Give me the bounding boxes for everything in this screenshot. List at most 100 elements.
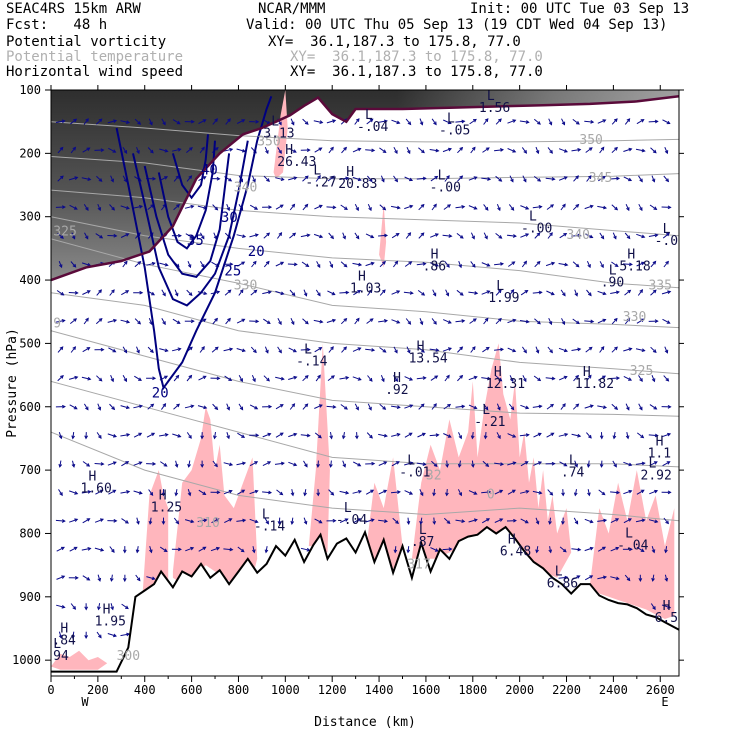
- y-tick-label-1: 200: [19, 146, 41, 160]
- extremum-type-14: H: [358, 270, 366, 285]
- theta-label-5: 345: [589, 171, 612, 186]
- extremum-34: H.84: [52, 621, 76, 648]
- extremum-value-17: .92: [385, 383, 408, 398]
- wind-speed-label-25-0: 25: [224, 264, 241, 280]
- extremum-type-6: L: [313, 163, 321, 178]
- extremum-value-20: -.21: [474, 415, 505, 430]
- extremum-value-22: 2.92: [641, 469, 672, 484]
- wind-speed-label-40-0: 40: [201, 162, 218, 178]
- theta-contour-315: [51, 380, 679, 468]
- extremum-type-36: L: [53, 637, 61, 652]
- y-axis-title: Pressure (hPa): [5, 328, 20, 438]
- field-name-pv: Potential vorticity: [6, 34, 167, 50]
- extremum-32: L6.86: [547, 564, 578, 591]
- cloud-region-1: [172, 406, 258, 585]
- extremum-17: H.92: [385, 371, 408, 398]
- extremum-type-18: H: [494, 365, 502, 380]
- extremum-type-27: L: [407, 453, 415, 468]
- y-tick-label-3: 400: [19, 273, 41, 287]
- extremum-value-12: .86: [423, 260, 446, 275]
- extremum-16: H13.54: [409, 339, 448, 366]
- x-tick-label-12: 2400: [599, 683, 628, 697]
- x-tick-label-5: 1000: [271, 683, 300, 697]
- theta-contour-350: [51, 121, 679, 143]
- theta-contour-320: [51, 330, 679, 417]
- extremum-30: L-.04: [617, 526, 648, 553]
- extremum-type-35: H: [663, 599, 671, 614]
- extremum-type-26: L: [344, 501, 352, 516]
- extremum-10: H5.18: [619, 248, 650, 275]
- field-xy-wind: XY= 36.1,187.3 to 175.8, 77.0: [290, 64, 543, 80]
- wind-speed-label-20-0: 20: [152, 385, 169, 401]
- extremum-29: L.74: [561, 453, 585, 480]
- extremum-value-10: 5.18: [619, 260, 650, 275]
- extremum-19: H11.82: [575, 365, 614, 392]
- endpoint-east: E: [661, 695, 668, 709]
- extremum-6: L-.27: [305, 163, 336, 190]
- extremum-13: L1.99: [488, 279, 519, 306]
- extremum-value-26: -.04: [336, 513, 367, 528]
- x-tick-label-11: 2200: [552, 683, 581, 697]
- cloud-region-3: [365, 457, 403, 572]
- extremum-type-25: L: [262, 507, 270, 522]
- x-tick-label-0: 0: [47, 683, 54, 697]
- y-tick-label-2: 300: [19, 210, 41, 224]
- extremum-value-18: 12.31: [486, 377, 525, 392]
- extremum-4: L-.00: [521, 210, 552, 237]
- header-init: Init: 00 UTC Tue 03 Sep 13: [470, 1, 690, 17]
- extremum-28: L.87: [411, 523, 434, 550]
- x-tick-label-6: 1200: [318, 683, 347, 697]
- extremum-7: L1.56: [479, 90, 510, 116]
- extremum-type-0: L: [365, 108, 373, 123]
- terrain-line: [51, 525, 679, 673]
- x-tick-label-9: 1800: [458, 683, 487, 697]
- field-xy-theta: XY= 36.1,187.3 to 175.8, 77.0: [290, 49, 543, 65]
- wind-speed-contour-35: [157, 140, 216, 250]
- y-tick-label-9: 1000: [12, 653, 41, 667]
- theta-label-13: 32: [426, 469, 442, 484]
- theta-label-4: 350: [579, 133, 602, 148]
- wind-speed-contour-30: [143, 153, 231, 279]
- field-name-theta: Potential temperature: [6, 49, 184, 65]
- extremum-value-7: 1.56: [479, 101, 510, 116]
- theta-label-11: 310: [196, 516, 219, 531]
- extremum-value-14: 1.03: [350, 282, 381, 297]
- extremum-type-19: H: [583, 365, 591, 380]
- extremum-15: L-.14: [296, 343, 327, 370]
- extremum-type-4: L: [529, 210, 537, 225]
- x-tick-label-3: 600: [181, 683, 203, 697]
- theta-label-9: 325: [630, 364, 653, 379]
- extremum-value-11: .90: [601, 275, 624, 290]
- theta-label-10: 9: [53, 317, 61, 332]
- extremum-value-29: .74: [561, 465, 585, 480]
- theta-contour-340: [51, 189, 679, 237]
- x-tick-label-13: 2600: [646, 683, 675, 697]
- extremum-type-9: L: [663, 222, 671, 237]
- theta-label-7: 335: [649, 279, 672, 294]
- extremum-value-9: -.07: [655, 234, 686, 249]
- extremum-25: L-.14: [254, 507, 285, 534]
- extremum-5: H26.43: [277, 143, 316, 170]
- extremum-value-35: 6.5: [655, 611, 678, 626]
- extremum-value-16: 13.54: [409, 351, 448, 366]
- theta-contour-325: [51, 292, 679, 375]
- x-tick-label-8: 1600: [411, 683, 440, 697]
- theta-label-3: 350: [257, 135, 280, 150]
- extremum-type-15: L: [304, 343, 312, 358]
- x-tick-label-1: 200: [87, 683, 109, 697]
- cloud-region-5: [590, 470, 675, 619]
- extremum-type-10: H: [627, 248, 635, 263]
- wind-speed-contour-20: [115, 95, 273, 391]
- extremum-24: H1.25: [151, 488, 182, 515]
- extremum-type-32: L: [555, 564, 563, 579]
- extremum-33: H1.95: [95, 602, 126, 629]
- theta-label-12: 317: [407, 557, 430, 572]
- y-tick-label-4: 500: [19, 336, 41, 350]
- extremum-type-29: L: [569, 453, 577, 468]
- extremum-value-27: -.01: [399, 465, 430, 480]
- field-xy-pv: XY= 36.1,187.3 to 175.8, 77.0: [268, 34, 521, 50]
- extremum-type-17: H: [393, 371, 401, 386]
- extremum-value-1: -.05: [439, 123, 470, 138]
- extremum-11: L.90: [601, 263, 624, 290]
- terrain-fill: [51, 527, 679, 676]
